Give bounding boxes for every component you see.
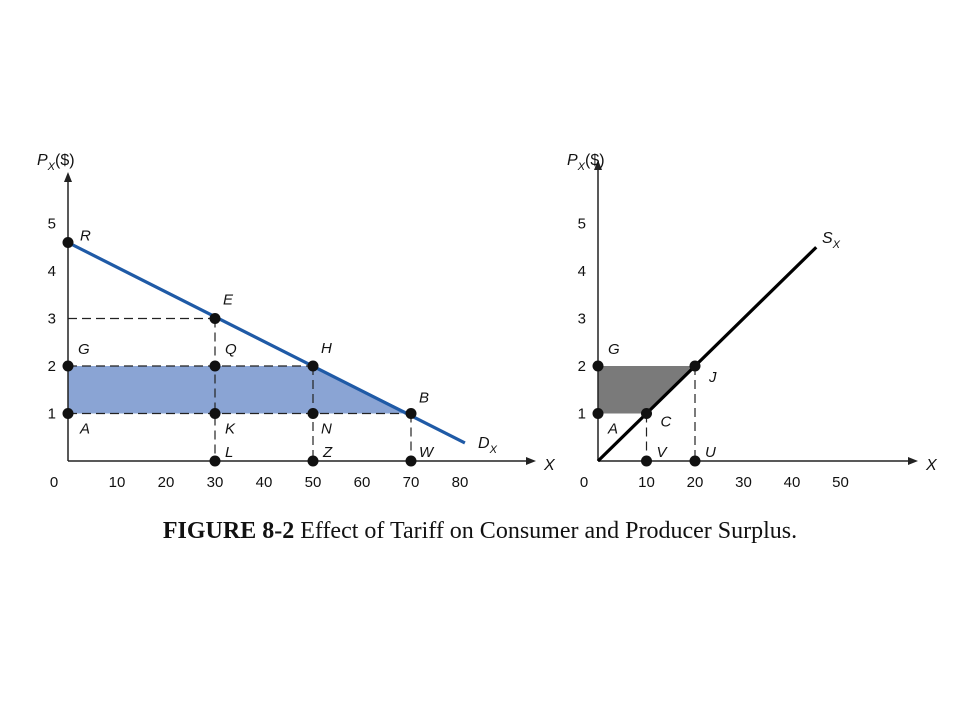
surplus-area-1 [68,366,411,414]
x-tick-label: 40 [784,474,801,491]
point-w [405,455,417,467]
x-tick-label: 30 [735,474,752,491]
y-tick-label: 1 [578,406,586,423]
point-label-n: N [321,421,332,438]
point-z [307,455,319,467]
figure-caption: FIGURE 8-2 Effect of Tariff on Consumer … [0,518,960,545]
point-e [209,313,221,324]
surplus-area-2 [598,366,695,414]
point-label-k: K [225,421,236,438]
point-label-r: R [80,228,91,245]
series-label: DX [478,435,498,456]
point-label-j: J [708,369,717,386]
figure-title: Effect of Tariff on Consumer and Produce… [300,518,798,544]
point-r [62,237,74,248]
y-tick-label: 3 [578,311,586,328]
series-label: SX [822,230,841,251]
x-axis-arrow [526,457,536,465]
x-tick-label: 0 [50,474,58,491]
y-tick-label: 2 [48,358,56,375]
x-tick-label: 10 [638,474,655,491]
point-label-a: A [607,421,618,438]
point-k [209,408,221,419]
point-a [592,408,604,419]
point-label-g: G [78,341,90,358]
series-line-d [67,241,466,445]
x-tick-label: 30 [207,474,224,491]
point-label-b: B [419,390,429,407]
point-g [62,360,74,372]
y-axis-label: PX($) [567,152,605,173]
point-label-v: V [657,444,669,461]
point-b [405,408,417,419]
point-c [641,408,652,419]
point-l [209,455,221,467]
chart-panel-1: 0 10 20 30 40 50 60 70 80 1 2 3 4 5 PX($) X DX R E G Q H A K N B L… [37,152,556,491]
y-axis-arrow [64,172,72,182]
y-tick-label: 3 [48,311,56,328]
point-h [307,360,319,372]
x-tick-label: 80 [452,474,469,491]
x-axis-label: X [543,457,556,474]
x-tick-label: 0 [580,474,588,491]
chart-panel-2: 0 10 20 30 40 50 1 2 3 4 5 PX($) X SX G J A CV U [567,152,938,491]
figure-number: FIGURE 8-2 [162,518,295,544]
point-g [592,360,604,372]
point-label-z: Z [322,444,333,461]
x-tick-label: 60 [354,474,371,491]
y-axis-label: PX($) [37,152,75,173]
x-tick-label: 10 [109,474,126,491]
y-tick-label: 2 [578,358,586,375]
point-label-g: G [608,341,620,358]
point-n [307,408,319,419]
point-label-c: C [661,414,672,431]
point-q [209,360,221,372]
point-label-h: H [321,340,332,357]
x-tick-label: 70 [403,474,420,491]
y-tick-label: 5 [578,216,586,233]
point-v [641,455,652,467]
y-tick-label: 1 [48,406,56,423]
point-label-u: U [705,444,716,461]
x-tick-label: 20 [687,474,704,491]
point-u [689,455,701,467]
point-label-a: A [79,421,90,438]
point-label-q: Q [225,341,237,358]
y-axis-arrow [594,160,602,170]
point-j [689,360,701,372]
y-tick-label: 4 [48,263,56,280]
point-label-l: L [225,444,233,461]
point-label-e: E [223,292,234,309]
series-line-s [596,246,818,463]
point-label-w: W [419,444,435,461]
x-axis-label: X [925,457,938,474]
y-tick-label: 4 [578,263,586,280]
x-tick-label: 50 [305,474,322,491]
y-tick-label: 5 [48,216,56,233]
x-tick-label: 40 [256,474,273,491]
x-tick-label: 50 [832,474,849,491]
x-tick-label: 20 [158,474,175,491]
point-a [62,408,74,419]
x-axis-arrow [908,457,918,465]
